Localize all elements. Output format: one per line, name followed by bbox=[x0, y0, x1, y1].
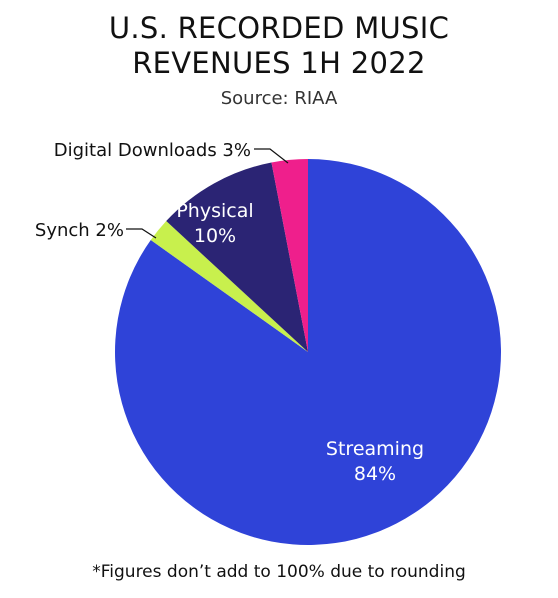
pie-slices bbox=[114, 159, 501, 545]
pie-slice-digital-downloads bbox=[271, 159, 308, 352]
label-leader-lines bbox=[126, 148, 289, 239]
chart-subtitle: Source: RIAA bbox=[220, 88, 338, 109]
chart-footnote: *Figures don’t add to 100% due to roundi… bbox=[92, 562, 466, 582]
slice-label-streaming: Streaming bbox=[326, 438, 424, 460]
slice-label-synch: Synch 2% bbox=[35, 220, 124, 241]
pie-slice-physical bbox=[166, 162, 308, 352]
chart-title-line-2: REVENUES 1H 2022 bbox=[132, 46, 426, 80]
leader-line-synch bbox=[126, 228, 157, 239]
slice-labels: Streaming 84% Synch 2% Physical 10% Digital D… bbox=[35, 140, 424, 485]
chart-title-line-1: U.S. RECORDED MUSIC bbox=[108, 11, 450, 45]
slice-value-streaming: 84% bbox=[354, 463, 396, 485]
slice-label-physical: Physical bbox=[176, 200, 253, 222]
slice-label-digital-downloads: Digital Downloads 3% bbox=[54, 140, 251, 161]
leader-line-digital-downloads bbox=[254, 148, 289, 164]
slice-value-physical: 10% bbox=[194, 225, 236, 247]
pie-slice-synch bbox=[150, 221, 308, 352]
